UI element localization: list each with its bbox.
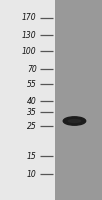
Text: 15: 15: [27, 152, 37, 161]
Text: 40: 40: [27, 97, 37, 106]
Text: 10: 10: [27, 170, 37, 179]
Text: 170: 170: [22, 14, 37, 22]
Text: 55: 55: [27, 80, 37, 89]
Text: 70: 70: [27, 64, 37, 73]
Ellipse shape: [68, 120, 81, 122]
Ellipse shape: [63, 117, 86, 125]
Bar: [0, 0, 55, 200]
Text: 100: 100: [22, 46, 37, 55]
Text: 25: 25: [27, 122, 37, 131]
Text: 130: 130: [22, 30, 37, 40]
Text: 35: 35: [27, 108, 37, 117]
